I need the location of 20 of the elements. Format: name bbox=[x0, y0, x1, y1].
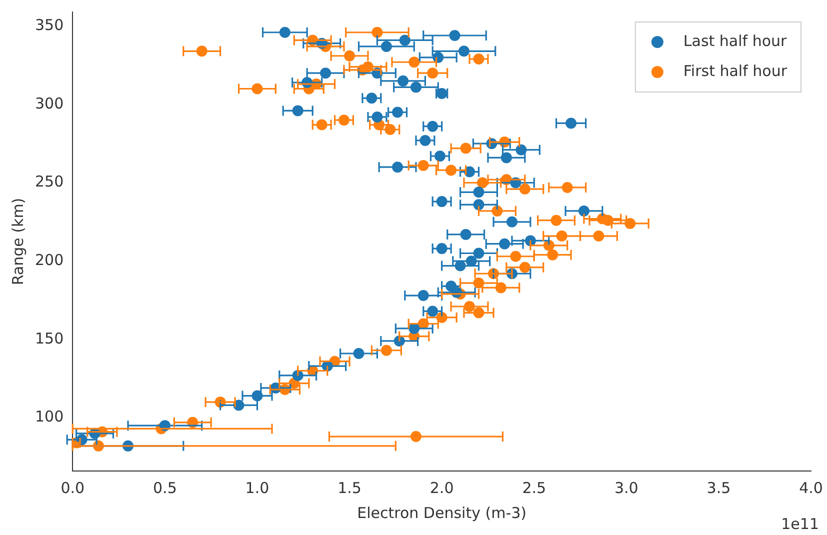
y-tick-label: 100 bbox=[34, 408, 64, 426]
y-tick-label: 250 bbox=[34, 172, 64, 191]
x-tick-label: 2.5 bbox=[522, 478, 546, 497]
y-tick-label: 300 bbox=[34, 94, 64, 112]
y-tick-label: 200 bbox=[34, 250, 64, 269]
x-tick-label: 2.0 bbox=[430, 478, 454, 497]
y-tick-label: 350 bbox=[34, 16, 64, 34]
x-tick-label: 1.0 bbox=[245, 478, 270, 497]
x-tick-label: 3.5 bbox=[706, 478, 731, 497]
y-tick-label: 150 bbox=[34, 329, 64, 348]
x-tick-label: 1.5 bbox=[338, 478, 362, 497]
x-tick-label: 0.5 bbox=[152, 478, 177, 497]
x-tick-label: 0.0 bbox=[60, 478, 85, 497]
legend-label: First half hour bbox=[683, 62, 788, 80]
x-tick-label: 3.0 bbox=[614, 478, 638, 497]
legend-label: Last half hour bbox=[683, 32, 788, 50]
x-tick-label: 4.0 bbox=[799, 478, 823, 497]
x-axis-title: Electron Density (m-3) bbox=[357, 504, 526, 522]
text: 1e11 bbox=[781, 515, 819, 533]
y-axis-title: Range (km) bbox=[8, 198, 27, 286]
